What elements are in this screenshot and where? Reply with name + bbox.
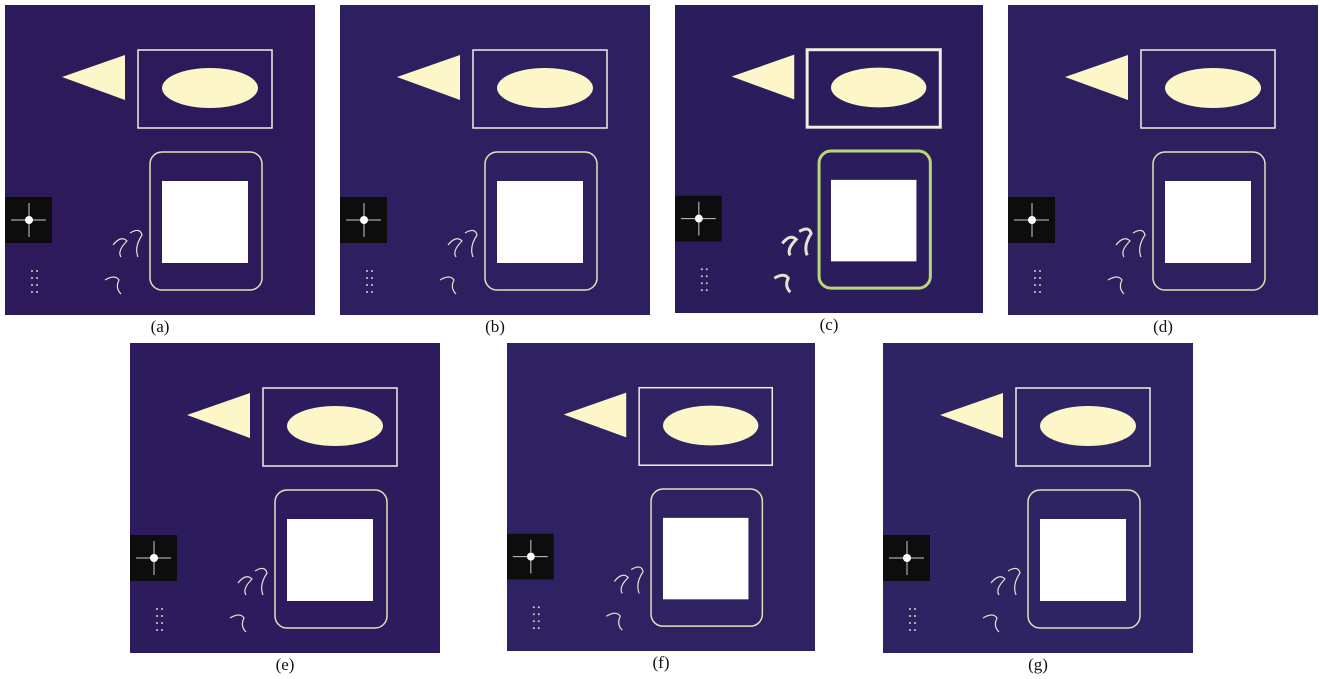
dot bbox=[1034, 277, 1036, 279]
panel-background bbox=[5, 5, 315, 315]
dot bbox=[36, 270, 38, 272]
dot bbox=[161, 622, 163, 624]
dot bbox=[1034, 270, 1036, 272]
dot bbox=[31, 284, 33, 286]
dot bbox=[1034, 291, 1036, 293]
dot bbox=[706, 275, 708, 277]
dot bbox=[538, 620, 540, 622]
panel-caption: (g) bbox=[1028, 655, 1048, 674]
psf-center bbox=[1028, 216, 1036, 224]
panel-caption: (b) bbox=[485, 317, 505, 336]
dot bbox=[31, 277, 33, 279]
dot bbox=[1039, 291, 1041, 293]
dot bbox=[36, 284, 38, 286]
dot bbox=[36, 277, 38, 279]
panel-background bbox=[507, 343, 815, 651]
psf-center bbox=[527, 553, 535, 561]
dot bbox=[909, 622, 911, 624]
dot bbox=[909, 615, 911, 617]
dot bbox=[538, 613, 540, 615]
dot bbox=[533, 627, 535, 629]
psf-center bbox=[360, 216, 368, 224]
dot bbox=[161, 608, 163, 610]
psf-center bbox=[150, 554, 158, 562]
white-square bbox=[287, 519, 373, 601]
panel-background bbox=[883, 343, 1193, 653]
dot bbox=[1039, 270, 1041, 272]
ellipse bbox=[497, 68, 593, 108]
dot bbox=[701, 275, 703, 277]
figure: (a) (b) (c) (d) (e) (f) (g) bbox=[0, 0, 1320, 679]
ellipse bbox=[831, 68, 926, 108]
dot bbox=[909, 608, 911, 610]
panel-caption: (f) bbox=[653, 653, 670, 672]
image-panel bbox=[675, 5, 983, 313]
dot bbox=[36, 291, 38, 293]
dot bbox=[1039, 277, 1041, 279]
dot bbox=[538, 627, 540, 629]
dot bbox=[914, 608, 916, 610]
dot bbox=[533, 613, 535, 615]
dot bbox=[706, 268, 708, 270]
dot bbox=[701, 282, 703, 284]
ellipse bbox=[287, 406, 383, 446]
psf-center bbox=[695, 215, 703, 223]
dot bbox=[533, 620, 535, 622]
white-square bbox=[831, 180, 916, 261]
dot bbox=[366, 284, 368, 286]
dot bbox=[706, 282, 708, 284]
white-square bbox=[162, 181, 248, 263]
dot bbox=[371, 270, 373, 272]
psf-center bbox=[25, 216, 33, 224]
dot bbox=[1039, 284, 1041, 286]
dot bbox=[914, 622, 916, 624]
dot bbox=[914, 615, 916, 617]
dot bbox=[1034, 284, 1036, 286]
dot bbox=[701, 268, 703, 270]
image-panel bbox=[340, 5, 650, 315]
dot bbox=[706, 289, 708, 291]
dot bbox=[161, 615, 163, 617]
ellipse bbox=[162, 68, 258, 108]
dot bbox=[371, 284, 373, 286]
panel-background bbox=[130, 343, 440, 653]
panel-caption: (d) bbox=[1153, 317, 1173, 336]
image-panel bbox=[130, 343, 440, 653]
white-square bbox=[663, 518, 748, 599]
white-square bbox=[1040, 519, 1126, 601]
panel-background bbox=[1008, 5, 1318, 315]
dot bbox=[371, 291, 373, 293]
dot bbox=[914, 629, 916, 631]
panel-caption: (c) bbox=[820, 315, 839, 334]
dot bbox=[366, 270, 368, 272]
dot bbox=[156, 615, 158, 617]
panel-background bbox=[340, 5, 650, 315]
psf-center bbox=[903, 554, 911, 562]
dot bbox=[31, 270, 33, 272]
dot bbox=[366, 277, 368, 279]
image-panel bbox=[883, 343, 1193, 653]
dot bbox=[538, 606, 540, 608]
dot bbox=[366, 291, 368, 293]
dot bbox=[156, 622, 158, 624]
image-panel bbox=[5, 5, 315, 315]
dot bbox=[31, 291, 33, 293]
white-square bbox=[1165, 181, 1251, 263]
panel-caption: (e) bbox=[276, 655, 295, 674]
ellipse bbox=[663, 406, 758, 446]
panel-caption: (a) bbox=[151, 317, 170, 336]
ellipse bbox=[1165, 68, 1261, 108]
white-square bbox=[497, 181, 583, 263]
dot bbox=[156, 608, 158, 610]
image-panel bbox=[507, 343, 815, 651]
ellipse bbox=[1040, 406, 1136, 446]
image-panel bbox=[1008, 5, 1318, 315]
dot bbox=[371, 277, 373, 279]
dot bbox=[156, 629, 158, 631]
dot bbox=[909, 629, 911, 631]
dot bbox=[161, 629, 163, 631]
dot bbox=[701, 289, 703, 291]
dot bbox=[533, 606, 535, 608]
